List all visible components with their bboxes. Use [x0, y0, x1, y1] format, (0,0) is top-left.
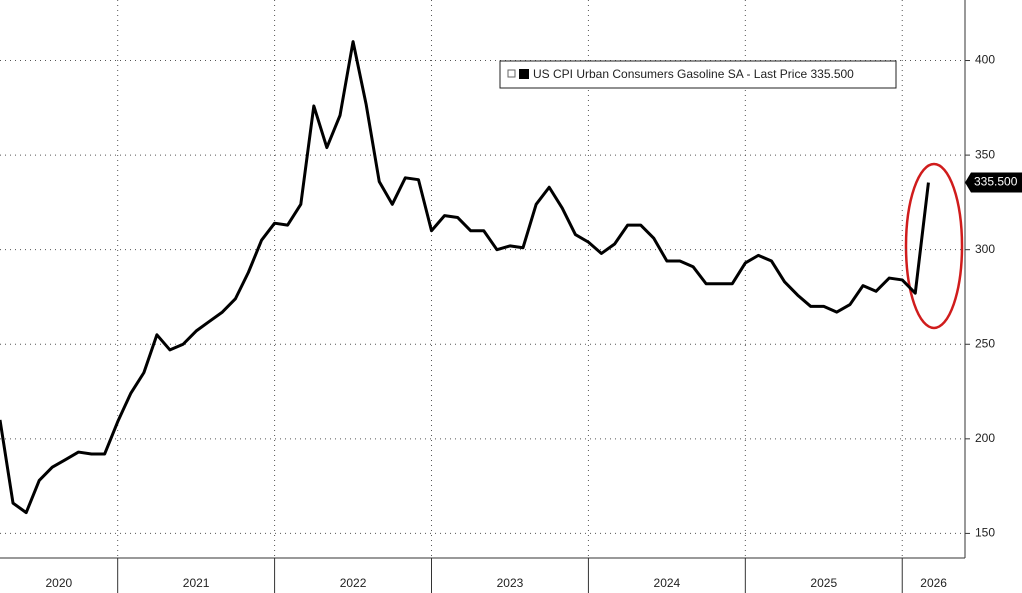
- y-tick-label: 200: [975, 431, 995, 445]
- legend-box: [499, 60, 897, 89]
- highlight-ellipse: [904, 162, 964, 330]
- last-value-tag: [965, 172, 1022, 193]
- legend-last-value: 335.500: [810, 67, 854, 81]
- legend-toggle: [507, 69, 516, 78]
- x-tick-label: 2022: [340, 576, 367, 590]
- x-tick-label: 2025: [810, 576, 837, 590]
- x-tick-label: 2024: [654, 576, 681, 590]
- y-tick-label: 400: [975, 53, 995, 67]
- legend-series-name: US CPI Urban Consumers Gasoline SA: [533, 67, 744, 81]
- y-tick-label: 150: [975, 526, 995, 540]
- x-tick-label: 2021: [183, 576, 210, 590]
- legend: US CPI Urban Consumers Gasoline SA - Las…: [499, 60, 897, 89]
- y-tick-label: 350: [975, 147, 995, 161]
- x-tick-label: 2026: [920, 576, 947, 590]
- last-value-label: 335.500: [974, 175, 1018, 189]
- x-tick-label: 2023: [497, 576, 524, 590]
- legend-label: US CPI Urban Consumers Gasoline SA - Las…: [533, 67, 854, 81]
- y-tick-label: 250: [975, 336, 995, 350]
- legend-swatch: [519, 69, 529, 79]
- series-line: [0, 40, 930, 515]
- legend-suffix: - Last Price: [746, 67, 807, 81]
- x-tick-label: 2020: [45, 576, 72, 590]
- y-tick-label: 300: [975, 242, 995, 256]
